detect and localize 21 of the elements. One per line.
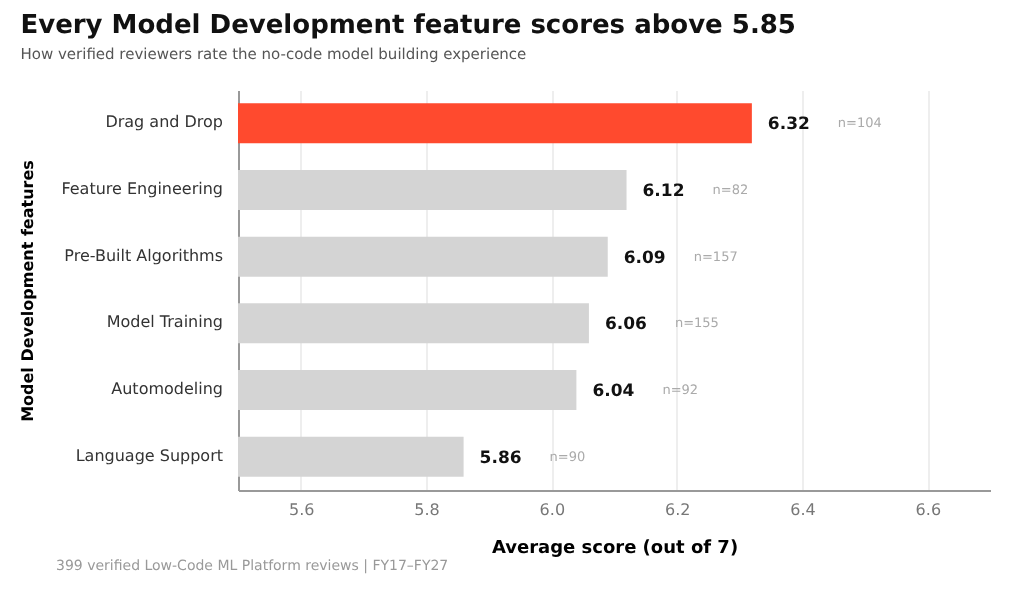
y-axis-title: Model Development features — [19, 159, 38, 422]
x-tick-label: 5.6 — [288, 501, 315, 519]
x-axis-title: Average score (out of 7) — [491, 539, 739, 559]
x-tick-label: 6.6 — [915, 501, 942, 519]
x-tick-label: 5.8 — [414, 501, 440, 519]
chart-title: Every Model Development feature scores above 5.85 — [20, 11, 796, 41]
data-label: 6.12 — [642, 182, 685, 202]
y-tick-label: Drag and Drop — [105, 113, 223, 132]
data-label: 6.06 — [604, 315, 648, 336]
x-tick-label: 6.2 — [664, 501, 691, 519]
y-tick-label: Feature Engineering — [61, 180, 223, 198]
y-tick-label: Pre-Built Algorithms — [64, 246, 223, 265]
y-tick-label: Language Support — [75, 446, 223, 465]
x-tick-label: 6.4 — [790, 501, 816, 519]
data-label: 6.09 — [623, 248, 666, 269]
data-label: 6.04 — [592, 382, 635, 402]
y-tick-label: Automodeling — [111, 380, 223, 398]
data-label: 6.32 — [767, 115, 810, 136]
x-tick-label: 6.0 — [539, 501, 566, 519]
y-tick-label: Model Training — [106, 313, 223, 332]
data-label: 5.86 — [479, 448, 522, 469]
